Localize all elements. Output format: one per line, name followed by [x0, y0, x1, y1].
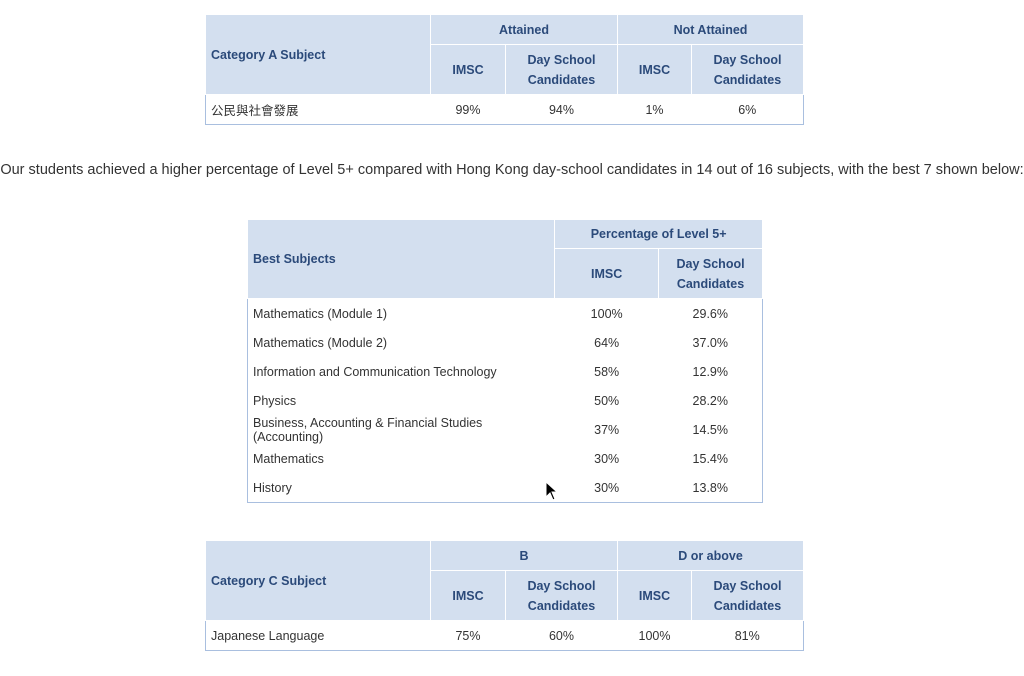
- table-row: History 30% 13.8%: [248, 473, 763, 503]
- subject-cell: 公民與社會發展: [211, 104, 299, 118]
- group-header: Percentage of Level 5+: [554, 219, 763, 249]
- group-header: Attained: [430, 14, 618, 45]
- col-header: Day School Candidates: [658, 248, 763, 299]
- subject-header: Best Subjects: [246, 219, 556, 299]
- value-cell: 94%: [548, 102, 575, 117]
- imsc-cell: 100%: [590, 306, 623, 321]
- col-header: IMSC: [430, 570, 506, 621]
- col-header: IMSC: [430, 44, 506, 95]
- category-a-table: Category A Subject Attained Not Attained…: [205, 14, 804, 125]
- imsc-cell: 50%: [594, 393, 620, 408]
- table-row: 公民與社會發展 99% 94% 1% 6%: [206, 95, 804, 125]
- value-cell: 99%: [455, 102, 481, 117]
- subject-cell: History: [253, 480, 292, 495]
- imsc-cell: 64%: [594, 335, 620, 350]
- day-school-cell: 28.2%: [692, 393, 728, 408]
- table-row: Physics 50% 28.2%: [248, 386, 763, 415]
- day-school-cell: 29.6%: [692, 306, 728, 321]
- imsc-cell: 37%: [594, 422, 620, 437]
- table-row: Japanese Language 75% 60% 100% 81%: [206, 621, 804, 651]
- col-header: IMSC: [554, 248, 660, 299]
- subject-cell: Mathematics (Module 2): [253, 335, 388, 350]
- subject-cell: Business, Accounting & Financial Studies…: [253, 415, 483, 444]
- table-row: Business, Accounting & Financial Studies…: [248, 415, 763, 444]
- table-row: Information and Communication Technology…: [248, 357, 763, 386]
- table-row: Mathematics (Module 2) 64% 37.0%: [248, 328, 763, 357]
- best-subjects-table: Best Subjects Percentage of Level 5+ IMS…: [246, 219, 763, 503]
- day-school-cell: 14.5%: [692, 422, 728, 437]
- col-header: Day School Candidates: [691, 570, 804, 621]
- day-school-cell: 15.4%: [692, 451, 728, 466]
- value-cell: 60%: [548, 628, 575, 643]
- mouse-pointer-icon: [545, 481, 559, 501]
- group-header: B: [430, 540, 618, 571]
- day-school-cell: 37.0%: [692, 335, 728, 350]
- col-header: Day School Candidates: [691, 44, 804, 95]
- subject-header: Category A Subject: [205, 14, 431, 95]
- value-cell: 1%: [645, 102, 664, 117]
- col-header: IMSC: [617, 44, 692, 95]
- imsc-cell: 30%: [594, 480, 620, 495]
- subject-cell: Information and Communication Technology: [253, 364, 497, 379]
- col-header: Day School Candidates: [505, 570, 618, 621]
- table-row: Mathematics (Module 1) 100% 29.6%: [248, 299, 763, 329]
- subject-cell: Mathematics: [253, 451, 324, 466]
- subject-header: Category C Subject: [205, 540, 431, 621]
- imsc-cell: 58%: [594, 364, 620, 379]
- group-header: Not Attained: [617, 14, 804, 45]
- day-school-cell: 12.9%: [692, 364, 728, 379]
- subject-cell: Japanese Language: [211, 628, 325, 643]
- day-school-cell: 13.8%: [692, 480, 728, 495]
- imsc-cell: 30%: [594, 451, 620, 466]
- value-cell: 100%: [638, 628, 671, 643]
- category-c-table: Category C Subject B D or above IMSC Day …: [205, 540, 804, 651]
- value-cell: 81%: [734, 628, 760, 643]
- summary-paragraph: Our students achieved a higher percentag…: [0, 162, 1024, 178]
- subject-cell: Physics: [253, 393, 297, 408]
- subject-cell: Mathematics (Module 1): [253, 306, 388, 321]
- value-cell: 6%: [738, 102, 757, 117]
- group-header: D or above: [617, 540, 804, 571]
- col-header: Day School Candidates: [505, 44, 618, 95]
- table-row: Mathematics 30% 15.4%: [248, 444, 763, 473]
- col-header: IMSC: [617, 570, 692, 621]
- value-cell: 75%: [455, 628, 481, 643]
